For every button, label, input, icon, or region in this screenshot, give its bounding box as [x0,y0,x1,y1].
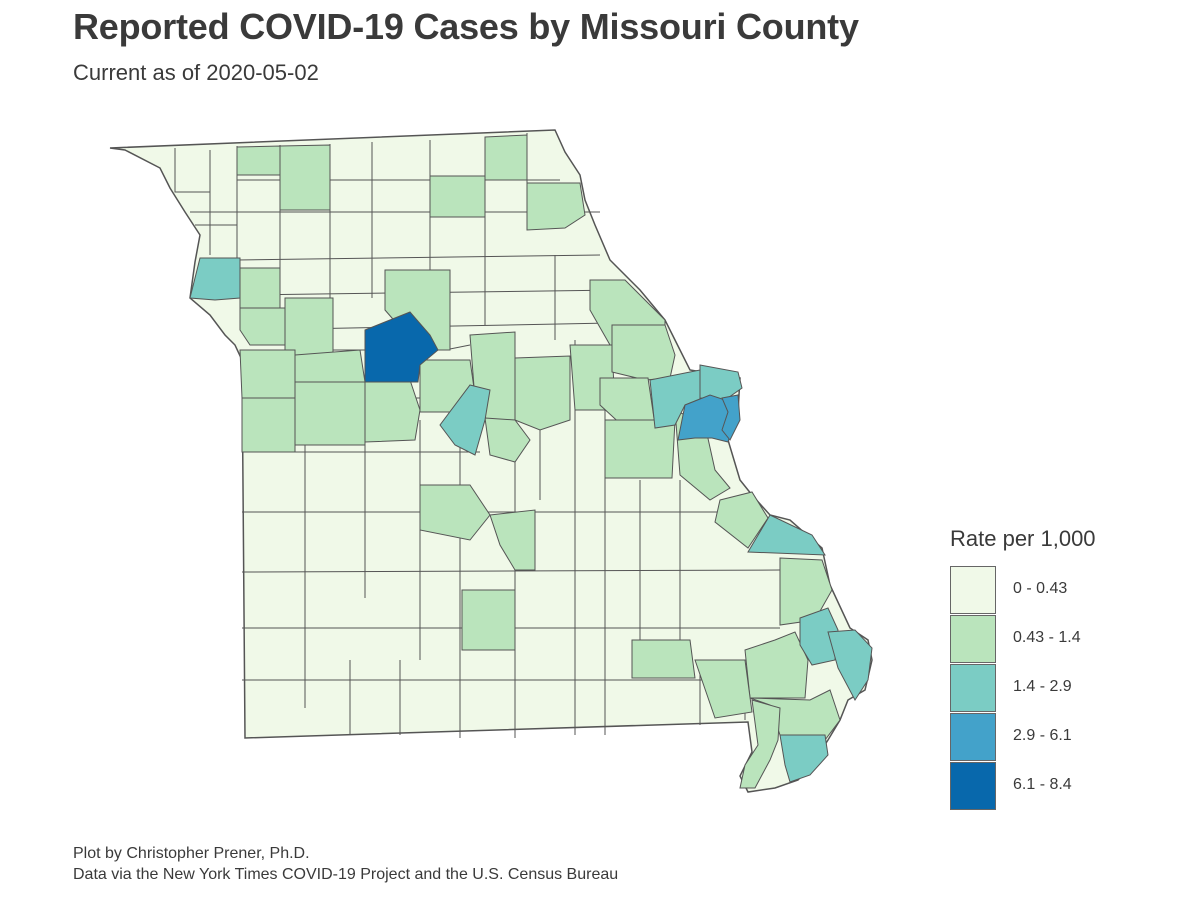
legend-label: 2.9 - 6.1 [1013,727,1072,744]
caption-source: Data via the New York Times COVID-19 Pro… [73,866,619,883]
legend-swatch [950,762,996,810]
legend-label: 1.4 - 2.9 [1013,678,1072,695]
legend-swatch [950,615,996,663]
class-2-counties [236,134,841,789]
legend-row: 1.4 - 2.9 [950,664,1096,713]
map-title: Reported COVID-19 Cases by Missouri Coun… [73,6,859,47]
legend-row: 0 - 0.43 [950,566,1096,615]
class-4-counties [677,394,741,443]
legend-title: Rate per 1,000 [950,526,1096,551]
legend-label: 0 - 0.43 [1013,580,1068,597]
legend: Rate per 1,000 0 - 0.43 0.43 - 1.4 1.4 -… [950,526,1096,811]
legend-label: 6.1 - 8.4 [1013,776,1072,793]
legend-swatch [950,566,996,614]
legend-swatch [950,664,996,712]
caption-author: Plot by Christopher Prener, Ph.D. [73,845,310,862]
legend-row: 6.1 - 8.4 [950,762,1096,811]
map-subtitle: Current as of 2020-05-02 [73,60,319,85]
legend-swatch [950,713,996,761]
class-5-counties [364,311,439,383]
legend-row: 0.43 - 1.4 [950,615,1096,664]
legend-row: 2.9 - 6.1 [950,713,1096,762]
legend-label: 0.43 - 1.4 [1013,629,1081,646]
